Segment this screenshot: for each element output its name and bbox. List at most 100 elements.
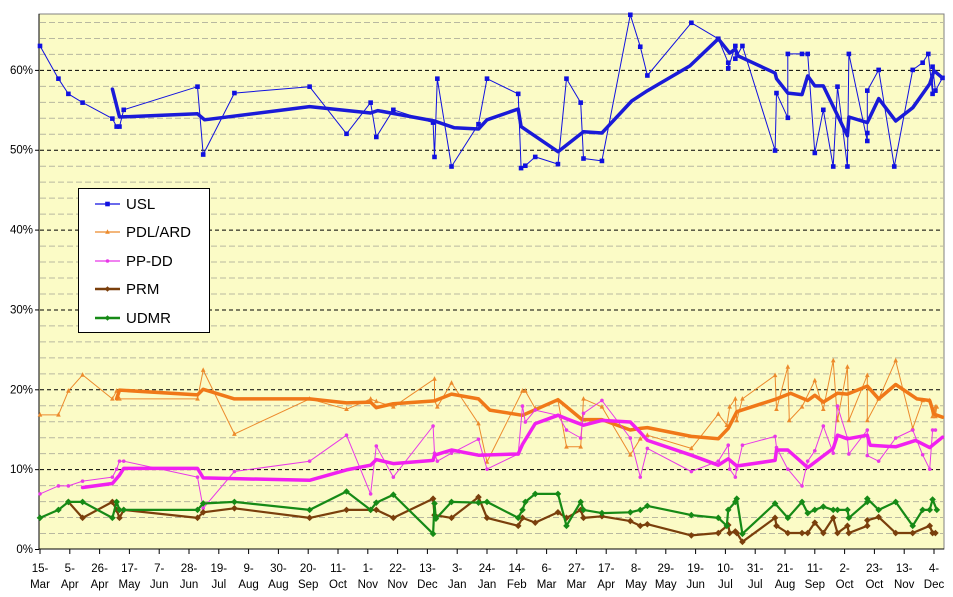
data-point-diamond — [109, 498, 116, 506]
data-point-diamond — [909, 522, 917, 530]
data-point-diamond — [531, 519, 539, 526]
data-point-diamond — [563, 522, 570, 530]
data-point-diamond — [231, 498, 238, 506]
data-point-triangle — [812, 377, 818, 383]
x-tick-label: 19-Jul — [210, 563, 227, 591]
data-point-square — [449, 164, 454, 169]
data-point-dot — [114, 467, 119, 471]
data-point-triangle — [893, 357, 898, 363]
data-point-square — [774, 90, 779, 96]
data-point-dot — [835, 404, 840, 408]
data-point-dot — [716, 459, 721, 463]
data-point-diamond — [834, 529, 841, 537]
data-point-square — [920, 60, 925, 66]
data-point-diamond — [373, 506, 380, 514]
data-point-diamond — [554, 490, 562, 498]
data-point-diamond — [475, 493, 482, 501]
data-point-diamond — [926, 506, 934, 514]
data-point-triangle — [374, 398, 379, 404]
data-point-dot — [523, 420, 528, 424]
data-point-diamond — [644, 502, 651, 510]
data-point-square — [733, 56, 738, 62]
x-tick-label: 9-Aug — [238, 563, 258, 591]
data-point-diamond — [475, 499, 482, 506]
data-point-square — [821, 107, 826, 113]
x-tick-label: 30-Aug — [268, 563, 288, 591]
data-point-diamond — [483, 514, 491, 522]
data-point-triangle — [689, 445, 694, 451]
data-point-diamond — [429, 530, 437, 538]
data-point-square — [121, 107, 127, 113]
data-point-dot — [773, 434, 777, 439]
data-point-triangle — [449, 380, 454, 385]
data-point-square — [307, 84, 312, 89]
data-point-diamond — [875, 513, 882, 521]
data-point-dot — [121, 459, 126, 463]
y-tick-label: 50% — [10, 145, 33, 157]
data-point-dot — [391, 475, 396, 479]
x-tick-labels: 15-Mar 5-Apr 26-Apr 17-May 7-Jun 28-Jun 19-Jul… — [30, 549, 944, 591]
data-point-triangle — [578, 443, 583, 449]
data-point-square — [865, 130, 870, 136]
y-tick-label: 60% — [10, 65, 33, 77]
data-point-diamond — [580, 506, 587, 514]
legend-item-prm: PRM — [95, 281, 159, 298]
data-point-diamond — [636, 522, 644, 530]
data-point-dot — [578, 436, 583, 440]
x-tick-label: 23-Oct — [865, 563, 884, 591]
data-point-dot — [368, 492, 373, 496]
data-point-triangle — [200, 367, 206, 372]
data-point-diamond — [820, 529, 827, 537]
data-point-diamond — [739, 530, 746, 538]
legend-label: PRM — [126, 281, 159, 298]
data-point-diamond — [448, 498, 455, 506]
data-point-triangle — [845, 364, 850, 369]
legend-item-udmr: UDMR — [95, 310, 171, 327]
data-point-triangle — [476, 420, 481, 426]
data-point-triangle — [66, 388, 71, 393]
data-point-dot — [581, 411, 586, 416]
data-point-diamond — [116, 506, 123, 514]
data-point-dot — [726, 443, 731, 447]
data-point-diamond — [116, 514, 123, 522]
data-point-dot — [933, 428, 938, 432]
data-point-triangle — [934, 404, 940, 409]
data-point-square — [555, 161, 561, 167]
data-point-diamond — [343, 506, 350, 514]
data-point-dot — [117, 459, 122, 463]
data-point-square — [532, 154, 538, 160]
data-point-square — [845, 164, 850, 169]
x-tick-label: 21-Aug — [775, 563, 795, 591]
data-point-dot — [38, 492, 42, 496]
legend-symbol — [95, 229, 120, 234]
data-point-dot — [201, 506, 205, 511]
legend-item-pp-dd: PP-DD — [95, 253, 173, 270]
data-point-triangle — [628, 451, 633, 457]
data-point-diamond — [733, 495, 741, 502]
data-point-square — [368, 100, 373, 105]
data-point-triangle — [391, 404, 396, 409]
data-point-diamond — [104, 286, 111, 292]
data-point-diamond — [109, 514, 116, 522]
data-point-square — [374, 134, 379, 140]
data-point-dot — [638, 475, 643, 479]
legend-symbol — [95, 201, 120, 207]
data-point-triangle — [740, 396, 745, 401]
data-point-square — [812, 150, 818, 156]
data-point-square — [926, 51, 931, 57]
data-point-square — [518, 165, 524, 171]
data-point-diamond — [926, 522, 934, 530]
y-tick-label: 10% — [10, 464, 33, 476]
x-tick-label: 3-Jan — [448, 563, 467, 591]
x-tick-label: 8-May — [625, 563, 647, 591]
data-point-diamond — [644, 520, 651, 528]
legend-symbol — [95, 259, 120, 263]
data-point-dot — [727, 467, 732, 471]
data-point-dot — [110, 475, 115, 479]
data-point-triangle — [772, 372, 778, 378]
data-point-dot — [485, 467, 489, 471]
legend-label: PDL/ARD — [126, 224, 191, 241]
data-point-diamond — [688, 532, 695, 539]
data-point-square — [805, 51, 811, 57]
data-point-diamond — [598, 509, 606, 517]
